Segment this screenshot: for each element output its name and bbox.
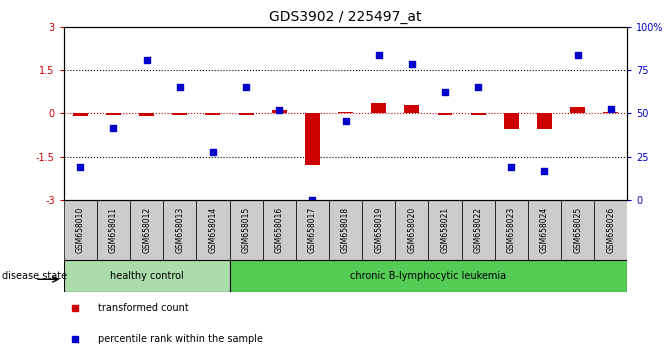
Bar [205,113,220,115]
Text: GSM658019: GSM658019 [374,207,383,253]
Bar [395,200,429,260]
Point [539,168,550,174]
Bar [495,200,528,260]
Text: GSM658022: GSM658022 [474,207,482,253]
Text: transformed count: transformed count [97,303,189,313]
Bar [362,200,395,260]
Bar [197,200,229,260]
Point [108,125,119,131]
Bar [73,113,88,116]
Text: chronic B-lymphocytic leukemia: chronic B-lymphocytic leukemia [350,271,507,281]
Text: GSM658026: GSM658026 [607,207,615,253]
Text: GSM658014: GSM658014 [209,207,217,253]
Point [407,61,417,67]
Bar [371,103,386,113]
Bar [229,260,627,292]
Point [340,118,351,123]
Bar [97,200,130,260]
Bar [172,113,187,115]
Text: GSM658020: GSM658020 [407,207,417,253]
Text: disease state: disease state [2,271,67,281]
Text: GSM658016: GSM658016 [274,207,284,253]
Point [142,57,152,63]
Point [75,164,86,170]
Bar [296,200,329,260]
Title: GDS3902 / 225497_at: GDS3902 / 225497_at [269,10,422,24]
Bar [429,200,462,260]
Bar [329,200,362,260]
Bar [595,200,627,260]
Text: percentile rank within the sample: percentile rank within the sample [97,333,262,343]
Bar [405,105,419,113]
Bar [537,113,552,129]
Text: GSM658023: GSM658023 [507,207,516,253]
Point [307,197,318,203]
Bar [570,108,585,113]
Point [241,85,252,90]
Bar [106,113,121,115]
Point [506,164,517,170]
Point [373,53,384,58]
Bar [305,113,320,165]
Bar [163,200,197,260]
Bar [139,113,154,116]
Text: GSM658011: GSM658011 [109,207,118,253]
Bar [64,260,229,292]
Bar [437,113,452,115]
Text: GSM658013: GSM658013 [175,207,185,253]
Text: GSM658017: GSM658017 [308,207,317,253]
Bar [462,200,495,260]
Text: GSM658018: GSM658018 [341,207,350,253]
Bar [130,200,163,260]
Point [274,108,285,113]
Bar [64,200,97,260]
Bar [338,112,353,113]
Text: healthy control: healthy control [110,271,183,281]
Bar [272,110,287,113]
Bar [262,200,296,260]
Point [70,336,81,341]
Point [605,106,616,112]
Point [473,85,484,90]
Bar [528,200,561,260]
Bar [603,112,618,113]
Text: GSM658025: GSM658025 [573,207,582,253]
Bar [239,113,254,115]
Point [572,53,583,58]
Point [440,89,450,95]
Point [70,305,81,310]
Bar [471,113,486,115]
Text: GSM658012: GSM658012 [142,207,151,253]
Bar [229,200,262,260]
Text: GSM658021: GSM658021 [441,207,450,253]
Text: GSM658015: GSM658015 [242,207,250,253]
Text: GSM658024: GSM658024 [540,207,549,253]
Text: GSM658010: GSM658010 [76,207,85,253]
Point [174,85,185,90]
Bar [561,200,595,260]
Point [207,149,218,155]
Bar [504,113,519,129]
